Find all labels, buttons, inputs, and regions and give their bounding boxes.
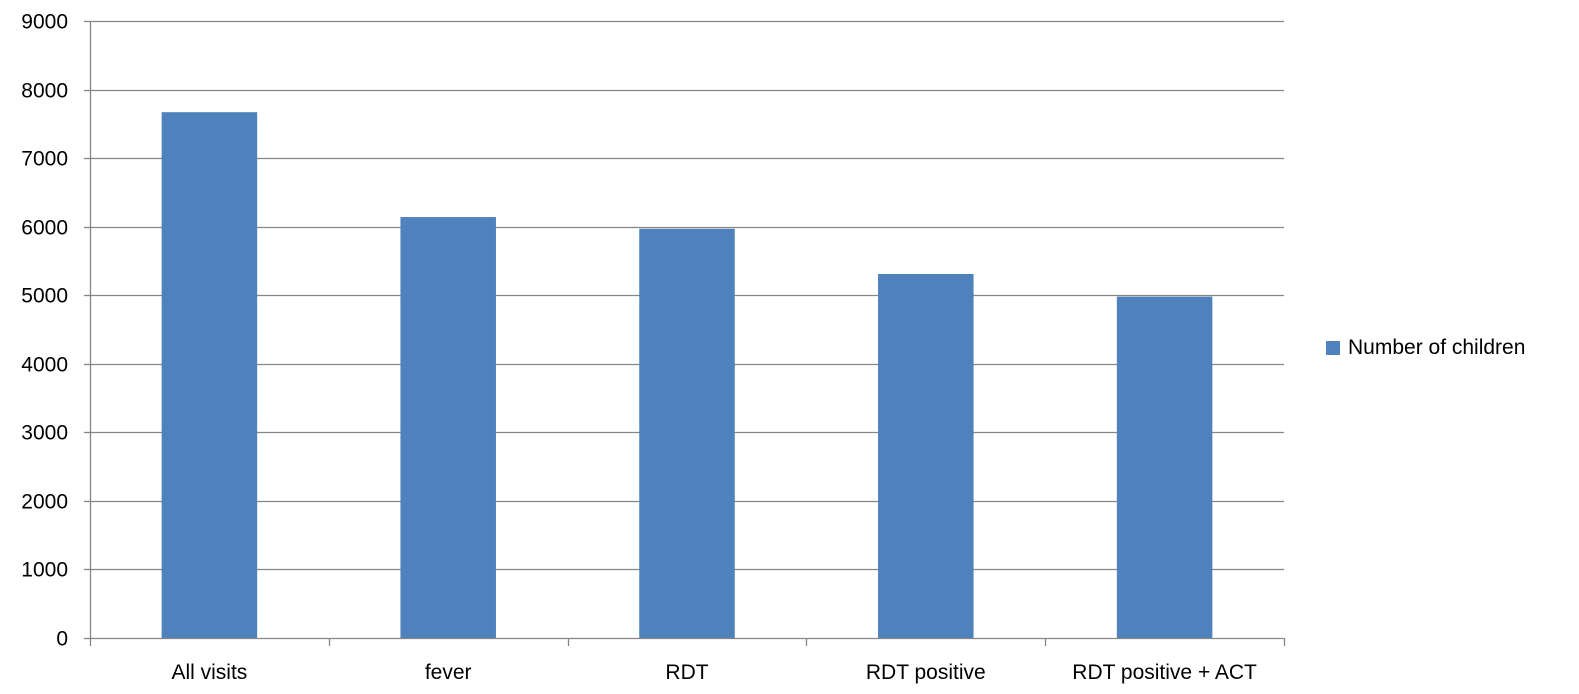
y-tick-label: 0 xyxy=(56,628,68,651)
y-tick-label: 4000 xyxy=(21,354,68,377)
y-tick-label: 7000 xyxy=(21,148,68,171)
y-tick-label: 6000 xyxy=(21,217,68,240)
x-axis-ticks: All visits fever RDT RDT positive RDT positi… xyxy=(89,638,1286,684)
x-tick-label: RDT xyxy=(665,661,708,684)
x-tick-label: RDT positive xyxy=(866,661,986,684)
bar xyxy=(1116,296,1213,638)
y-tick-label: 3000 xyxy=(21,422,68,445)
y-tick-label: 9000 xyxy=(21,11,68,34)
y-tick-label: 8000 xyxy=(21,80,68,103)
y-tick-label: 1000 xyxy=(21,559,68,582)
x-tick-label: All visits xyxy=(171,661,247,684)
bar xyxy=(161,112,258,638)
y-tick-label: 5000 xyxy=(21,285,68,308)
axes xyxy=(89,21,1284,640)
legend-label: Number of children xyxy=(1348,336,1526,359)
y-tick-label: 2000 xyxy=(21,491,68,514)
legend: Number of children xyxy=(1326,336,1525,360)
x-tick-label: RDT positive + ACT xyxy=(1072,661,1257,684)
bar xyxy=(400,217,496,638)
bar xyxy=(878,273,974,638)
x-tick-label: fever xyxy=(425,661,472,684)
bars xyxy=(161,112,1213,638)
legend-swatch xyxy=(1326,341,1340,355)
y-axis-ticks: 0 1000 2000 3000 4000 5000 6000 7000 8000 9000 xyxy=(21,11,90,651)
bar xyxy=(639,228,735,638)
